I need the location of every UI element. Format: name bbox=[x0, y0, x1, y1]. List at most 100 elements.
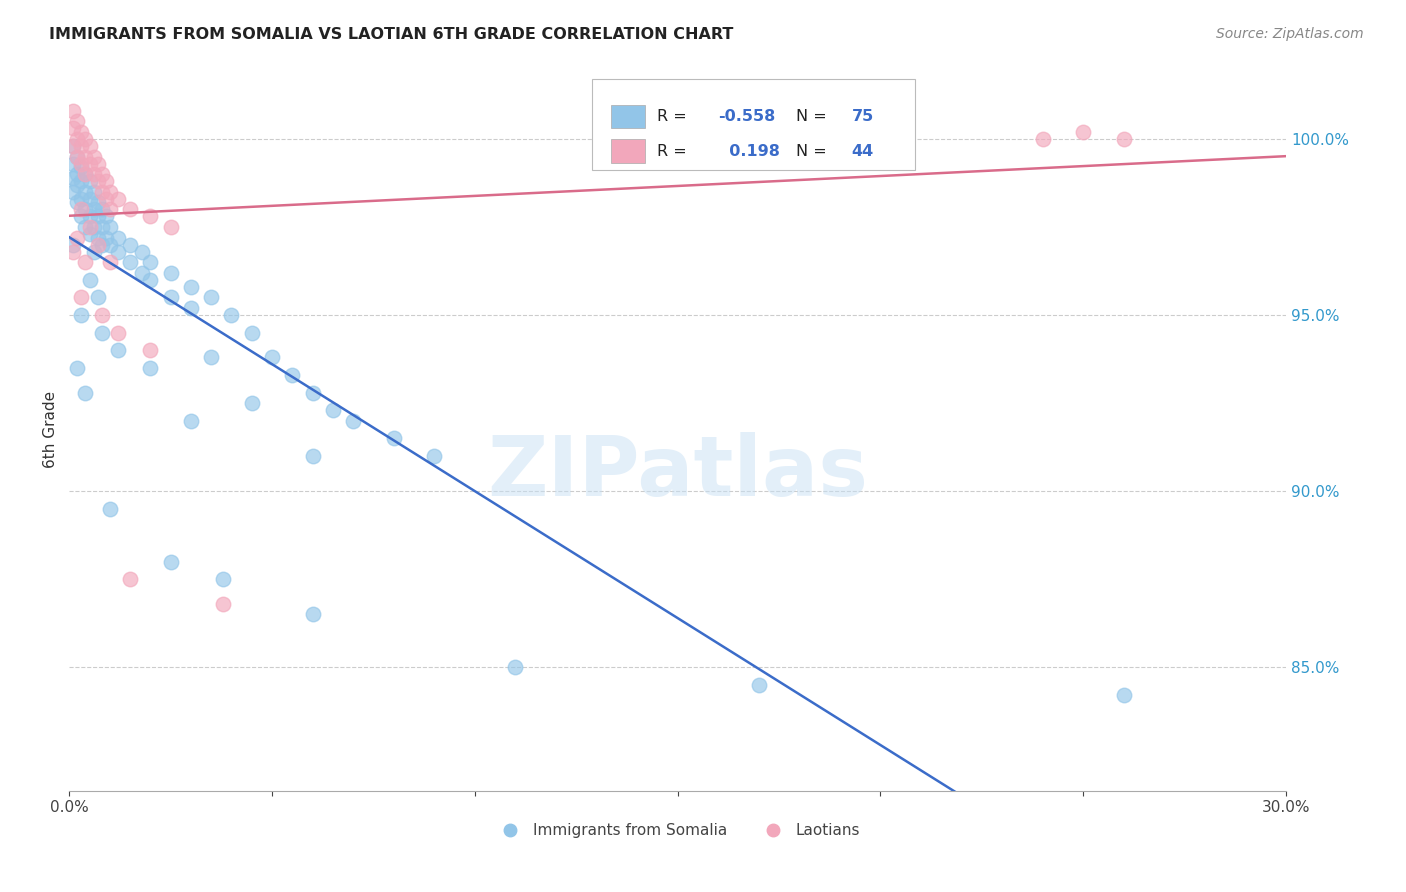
Point bbox=[62, 237, 84, 252]
Point bbox=[79, 156, 101, 170]
Point bbox=[120, 237, 142, 252]
FancyBboxPatch shape bbox=[610, 139, 645, 162]
Point bbox=[86, 210, 108, 224]
Point bbox=[66, 178, 89, 192]
Point bbox=[94, 192, 117, 206]
Point bbox=[86, 237, 108, 252]
Point bbox=[70, 210, 93, 224]
Point bbox=[98, 185, 121, 199]
Point bbox=[79, 192, 101, 206]
Point bbox=[200, 290, 222, 304]
Point bbox=[66, 360, 89, 375]
Point bbox=[79, 210, 101, 224]
Point bbox=[75, 167, 97, 181]
Point bbox=[221, 308, 243, 322]
Point bbox=[62, 156, 84, 170]
Point bbox=[90, 308, 112, 322]
Point bbox=[75, 132, 97, 146]
Point bbox=[159, 266, 181, 280]
Point bbox=[98, 202, 121, 217]
Point bbox=[98, 220, 121, 235]
Point bbox=[79, 139, 101, 153]
Point bbox=[70, 156, 93, 170]
Text: 44: 44 bbox=[852, 144, 875, 159]
Point bbox=[75, 255, 97, 269]
Point bbox=[139, 210, 162, 224]
Point bbox=[79, 174, 101, 188]
Point bbox=[212, 597, 235, 611]
Point bbox=[98, 255, 121, 269]
Point bbox=[70, 192, 93, 206]
Point bbox=[107, 326, 129, 340]
Point bbox=[180, 301, 202, 315]
Point bbox=[139, 273, 162, 287]
Point bbox=[322, 403, 344, 417]
Point bbox=[62, 244, 84, 259]
Point bbox=[70, 308, 93, 322]
Point bbox=[212, 572, 235, 586]
Point bbox=[301, 449, 323, 463]
Point bbox=[75, 167, 97, 181]
Point bbox=[86, 195, 108, 210]
Point bbox=[1071, 125, 1094, 139]
Legend: Immigrants from Somalia, Laotians: Immigrants from Somalia, Laotians bbox=[489, 817, 866, 845]
Point bbox=[70, 160, 93, 174]
Text: Source: ZipAtlas.com: Source: ZipAtlas.com bbox=[1216, 27, 1364, 41]
Point bbox=[75, 185, 97, 199]
Point bbox=[90, 202, 112, 217]
Point bbox=[75, 220, 97, 235]
Point bbox=[120, 202, 142, 217]
Point bbox=[90, 167, 112, 181]
Point bbox=[120, 572, 142, 586]
Point bbox=[98, 501, 121, 516]
Point bbox=[75, 385, 97, 400]
Point bbox=[505, 660, 527, 674]
Point bbox=[1112, 689, 1135, 703]
Point bbox=[70, 290, 93, 304]
Point bbox=[75, 150, 97, 164]
Point bbox=[301, 607, 323, 622]
Point bbox=[260, 351, 283, 365]
Point bbox=[159, 220, 181, 235]
Point bbox=[240, 326, 263, 340]
Point bbox=[70, 139, 93, 153]
Point bbox=[66, 114, 89, 128]
Text: 0.198: 0.198 bbox=[717, 144, 779, 159]
Point bbox=[66, 195, 89, 210]
Point bbox=[120, 255, 142, 269]
Point bbox=[62, 121, 84, 136]
Point bbox=[748, 678, 770, 692]
Point bbox=[62, 185, 84, 199]
Point bbox=[159, 290, 181, 304]
Point bbox=[107, 343, 129, 358]
Point bbox=[382, 431, 405, 445]
Point bbox=[94, 230, 117, 244]
Point bbox=[98, 237, 121, 252]
Point bbox=[62, 103, 84, 118]
Point bbox=[180, 414, 202, 428]
Point bbox=[86, 230, 108, 244]
Point bbox=[83, 185, 105, 199]
Text: 75: 75 bbox=[852, 109, 875, 124]
Text: R =: R = bbox=[657, 109, 692, 124]
Point bbox=[83, 150, 105, 164]
Text: N =: N = bbox=[796, 109, 831, 124]
Point bbox=[94, 174, 117, 188]
Point bbox=[131, 244, 153, 259]
Point bbox=[139, 343, 162, 358]
Point bbox=[342, 414, 364, 428]
Text: R =: R = bbox=[657, 144, 692, 159]
Point bbox=[139, 255, 162, 269]
Point bbox=[66, 132, 89, 146]
Point bbox=[62, 170, 84, 185]
Point bbox=[70, 174, 93, 188]
Point bbox=[70, 125, 93, 139]
Point bbox=[281, 368, 304, 382]
Point bbox=[66, 167, 89, 181]
Point bbox=[86, 174, 108, 188]
Point bbox=[79, 227, 101, 241]
Point bbox=[83, 167, 105, 181]
FancyBboxPatch shape bbox=[610, 104, 645, 128]
Point bbox=[83, 220, 105, 235]
Point bbox=[1112, 132, 1135, 146]
